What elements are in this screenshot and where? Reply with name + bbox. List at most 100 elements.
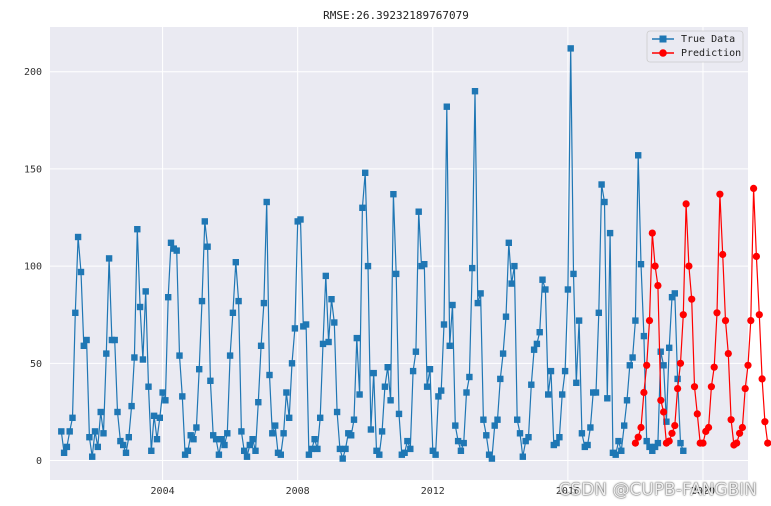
true-data-point <box>621 422 628 429</box>
true-data-point <box>249 436 256 443</box>
x-tick-label: 2012 <box>421 486 445 497</box>
true-data-point <box>136 303 144 311</box>
prediction-point <box>682 200 690 208</box>
true-data-point <box>485 451 493 458</box>
true-data-point <box>283 389 290 396</box>
prediction-point <box>750 184 758 192</box>
true-data-point <box>393 270 400 278</box>
true-data-point <box>212 436 220 443</box>
true-data-point <box>637 261 645 268</box>
true-data-point <box>221 441 228 449</box>
true-data-point <box>584 441 591 449</box>
true-data-point <box>449 301 456 309</box>
true-data-point <box>77 268 85 276</box>
prediction-point <box>679 311 687 319</box>
true-data-point <box>356 391 363 398</box>
legend-true-label: True Data <box>681 34 735 45</box>
true-data-point <box>530 346 538 353</box>
true-data-point <box>587 424 594 431</box>
y-tick-label: 50 <box>30 359 42 370</box>
true-data-point <box>173 247 180 254</box>
true-data-point <box>452 422 459 429</box>
true-data-point <box>598 181 605 188</box>
true-data-point <box>561 367 569 375</box>
true-data-point <box>483 432 490 439</box>
y-tick-label: 150 <box>24 164 42 175</box>
prediction-point <box>758 375 766 383</box>
true-data-point <box>302 321 310 328</box>
true-data-point <box>435 393 442 400</box>
prediction-point <box>660 408 668 416</box>
true-data-point <box>148 447 155 454</box>
true-data-point <box>421 261 428 268</box>
chart-title: RMSE:26.39232189767079 <box>323 9 469 22</box>
true-data-point <box>317 414 324 421</box>
true-data-point <box>196 366 203 373</box>
true-data-point <box>635 152 642 159</box>
y-tick-label: 200 <box>24 67 42 78</box>
prediction-point <box>688 295 696 303</box>
true-data-point <box>156 414 163 421</box>
true-data-point <box>370 369 377 377</box>
true-data-point <box>105 255 113 262</box>
prediction-point <box>747 317 755 325</box>
prediction-point <box>719 250 727 259</box>
true-data-point <box>241 447 248 454</box>
true-data-point <box>69 414 76 421</box>
true-data-point <box>395 410 403 418</box>
true-data-point <box>460 439 467 447</box>
true-data-point <box>117 437 124 445</box>
true-data-point <box>533 340 541 348</box>
true-data-point <box>592 389 600 396</box>
true-data-point <box>615 437 622 445</box>
true-data-point <box>384 364 391 371</box>
prediction-point <box>744 361 752 369</box>
true-data-point <box>578 430 586 437</box>
true-data-point <box>60 449 68 456</box>
true-data-point <box>553 439 560 447</box>
true-data-point <box>94 443 101 451</box>
true-data-point <box>575 317 583 324</box>
x-axis-ticks: 2004 2008 2012 2016 2020 <box>151 486 715 497</box>
legend-prediction-label: Prediction <box>681 48 741 59</box>
true-data-point <box>252 447 259 454</box>
true-data-point <box>564 286 572 293</box>
prediction-point <box>643 361 651 369</box>
true-data-point <box>525 434 532 441</box>
true-data-point <box>567 45 574 52</box>
true-data-point <box>83 336 90 344</box>
true-data-point <box>238 428 245 435</box>
true-data-point <box>342 445 349 453</box>
true-data-point <box>204 243 211 250</box>
true-data-point <box>480 416 487 423</box>
true-data-point <box>131 354 138 361</box>
true-data-point <box>243 453 251 460</box>
prediction-point <box>651 262 659 270</box>
true-data-point <box>522 437 529 445</box>
true-data-point <box>291 325 299 332</box>
prediction-point <box>690 383 699 391</box>
true-data-point <box>331 319 338 326</box>
prediction-point <box>755 311 763 319</box>
prediction-point <box>741 385 749 393</box>
prediction-point <box>676 359 685 367</box>
true-data-point <box>167 239 175 246</box>
true-data-point <box>643 437 650 445</box>
true-data-point <box>362 169 369 176</box>
true-data-point <box>387 397 394 404</box>
true-data-point <box>103 350 110 357</box>
true-data-point <box>511 262 518 270</box>
true-data-point <box>150 412 158 419</box>
true-data-point <box>508 280 515 287</box>
true-data-point <box>89 453 96 460</box>
true-data-point <box>125 434 132 441</box>
true-data-point <box>218 436 225 443</box>
true-data-point <box>201 218 208 225</box>
true-data-point <box>463 389 470 396</box>
prediction-point <box>657 396 665 404</box>
true-data-point <box>677 439 684 447</box>
true-data-point <box>443 103 450 110</box>
true-data-point <box>139 356 147 363</box>
true-data-point <box>651 443 659 451</box>
